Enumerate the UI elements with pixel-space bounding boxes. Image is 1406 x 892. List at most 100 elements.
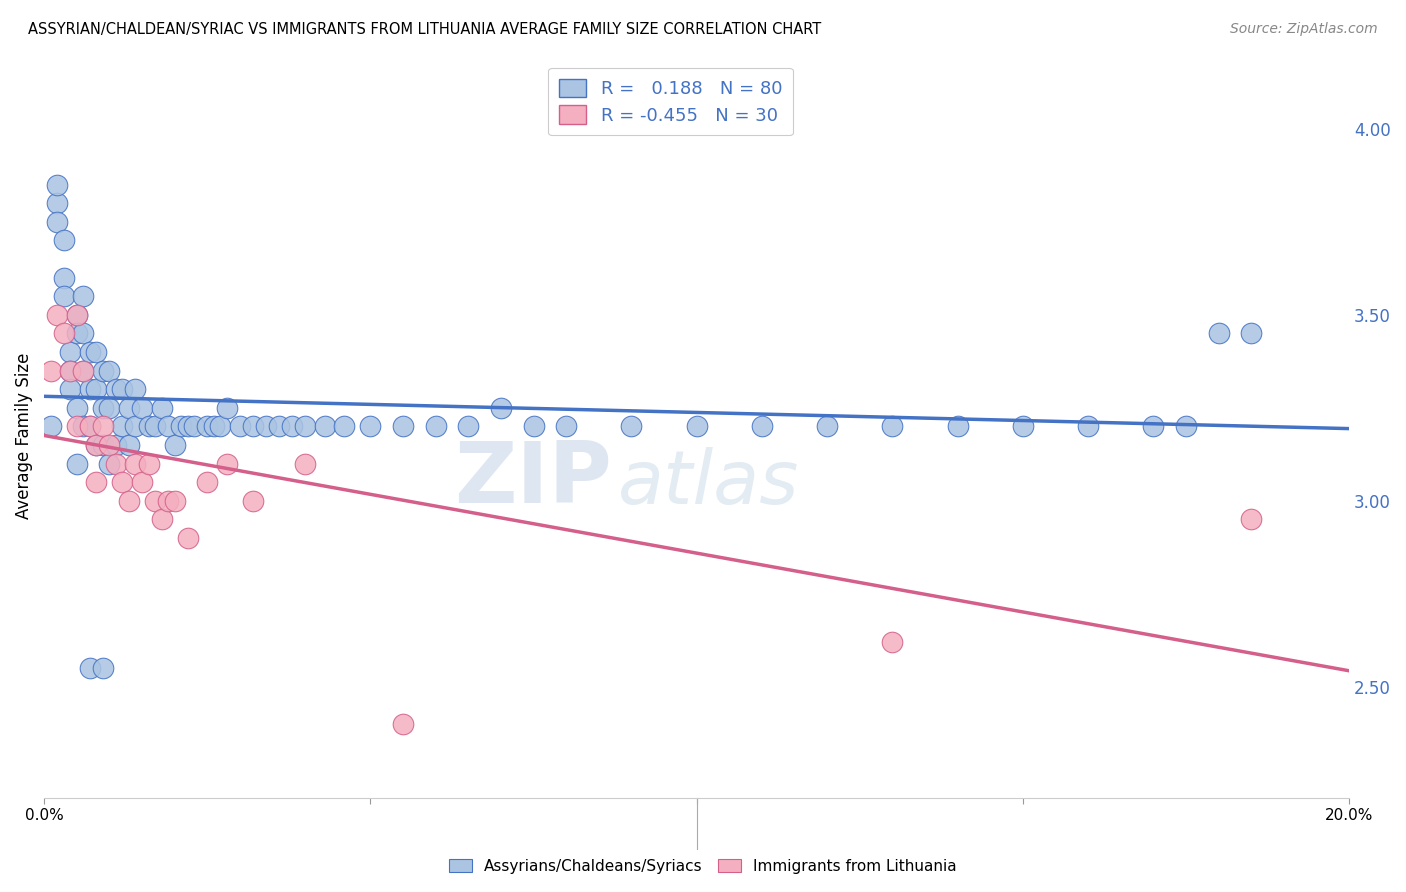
Point — [46, 178, 69, 192]
Text: ASSYRIAN/CHALDEAN/SYRIAC VS IMMIGRANTS FROM LITHUANIA AVERAGE FAMILY SIZE CORREL: ASSYRIAN/CHALDEAN/SYRIAC VS IMMIGRANTS F… — [28, 22, 821, 37]
Point — [72, 326, 94, 341]
Point — [79, 661, 101, 675]
Point — [489, 401, 512, 415]
Point — [98, 438, 121, 452]
Point — [176, 531, 198, 545]
Point — [111, 419, 134, 434]
Point — [150, 401, 173, 415]
Point — [79, 419, 101, 434]
Point — [98, 363, 121, 377]
Point — [163, 493, 186, 508]
Point — [66, 401, 89, 415]
Point — [66, 308, 89, 322]
Point — [79, 382, 101, 396]
Y-axis label: Average Family Size: Average Family Size — [15, 352, 32, 519]
Point — [176, 419, 198, 434]
Point — [392, 716, 415, 731]
Point — [170, 419, 193, 434]
Point — [195, 475, 218, 489]
Point — [59, 363, 82, 377]
Point — [163, 438, 186, 452]
Point — [46, 308, 69, 322]
Point — [215, 457, 238, 471]
Point — [111, 382, 134, 396]
Point — [333, 419, 356, 434]
Point — [686, 419, 709, 434]
Point — [882, 419, 904, 434]
Point — [1142, 419, 1164, 434]
Point — [294, 457, 316, 471]
Point — [183, 419, 205, 434]
Point — [66, 457, 89, 471]
Point — [1208, 326, 1230, 341]
Point — [91, 401, 114, 415]
Point — [52, 270, 75, 285]
Point — [157, 419, 180, 434]
Point — [86, 382, 108, 396]
Point — [242, 419, 264, 434]
Point — [131, 475, 153, 489]
Point — [118, 401, 141, 415]
Point — [1012, 419, 1035, 434]
Point — [202, 419, 225, 434]
Point — [131, 401, 153, 415]
Point — [124, 382, 146, 396]
Point — [66, 308, 89, 322]
Point — [98, 401, 121, 415]
Point — [52, 234, 75, 248]
Point — [138, 457, 160, 471]
Point — [46, 215, 69, 229]
Point — [79, 345, 101, 359]
Point — [138, 419, 160, 434]
Point — [215, 401, 238, 415]
Point — [150, 512, 173, 526]
Point — [91, 661, 114, 675]
Text: atlas: atlas — [619, 447, 800, 519]
Point — [620, 419, 643, 434]
Point — [86, 438, 108, 452]
Point — [209, 419, 232, 434]
Point — [72, 289, 94, 303]
Point — [86, 438, 108, 452]
Point — [522, 419, 544, 434]
Point — [1077, 419, 1099, 434]
Point — [1175, 419, 1198, 434]
Point — [104, 438, 127, 452]
Point — [46, 196, 69, 211]
Point — [143, 419, 166, 434]
Point — [91, 363, 114, 377]
Legend: Assyrians/Chaldeans/Syriacs, Immigrants from Lithuania: Assyrians/Chaldeans/Syriacs, Immigrants … — [443, 853, 963, 880]
Point — [143, 493, 166, 508]
Point — [254, 419, 277, 434]
Point — [118, 438, 141, 452]
Point — [104, 457, 127, 471]
Point — [66, 326, 89, 341]
Point — [91, 419, 114, 434]
Point — [39, 363, 62, 377]
Point — [59, 345, 82, 359]
Point — [815, 419, 838, 434]
Point — [52, 289, 75, 303]
Point — [86, 475, 108, 489]
Point — [157, 493, 180, 508]
Point — [86, 345, 108, 359]
Point — [104, 382, 127, 396]
Point — [1240, 512, 1263, 526]
Point — [229, 419, 252, 434]
Point — [457, 419, 479, 434]
Point — [72, 419, 94, 434]
Point — [294, 419, 316, 434]
Point — [314, 419, 336, 434]
Point — [195, 419, 218, 434]
Point — [72, 363, 94, 377]
Point — [118, 493, 141, 508]
Text: ZIP: ZIP — [454, 438, 612, 521]
Point — [59, 382, 82, 396]
Point — [281, 419, 304, 434]
Point — [242, 493, 264, 508]
Point — [52, 326, 75, 341]
Point — [39, 419, 62, 434]
Point — [111, 475, 134, 489]
Point — [1240, 326, 1263, 341]
Legend: R =   0.188   N = 80, R = -0.455   N = 30: R = 0.188 N = 80, R = -0.455 N = 30 — [548, 68, 793, 136]
